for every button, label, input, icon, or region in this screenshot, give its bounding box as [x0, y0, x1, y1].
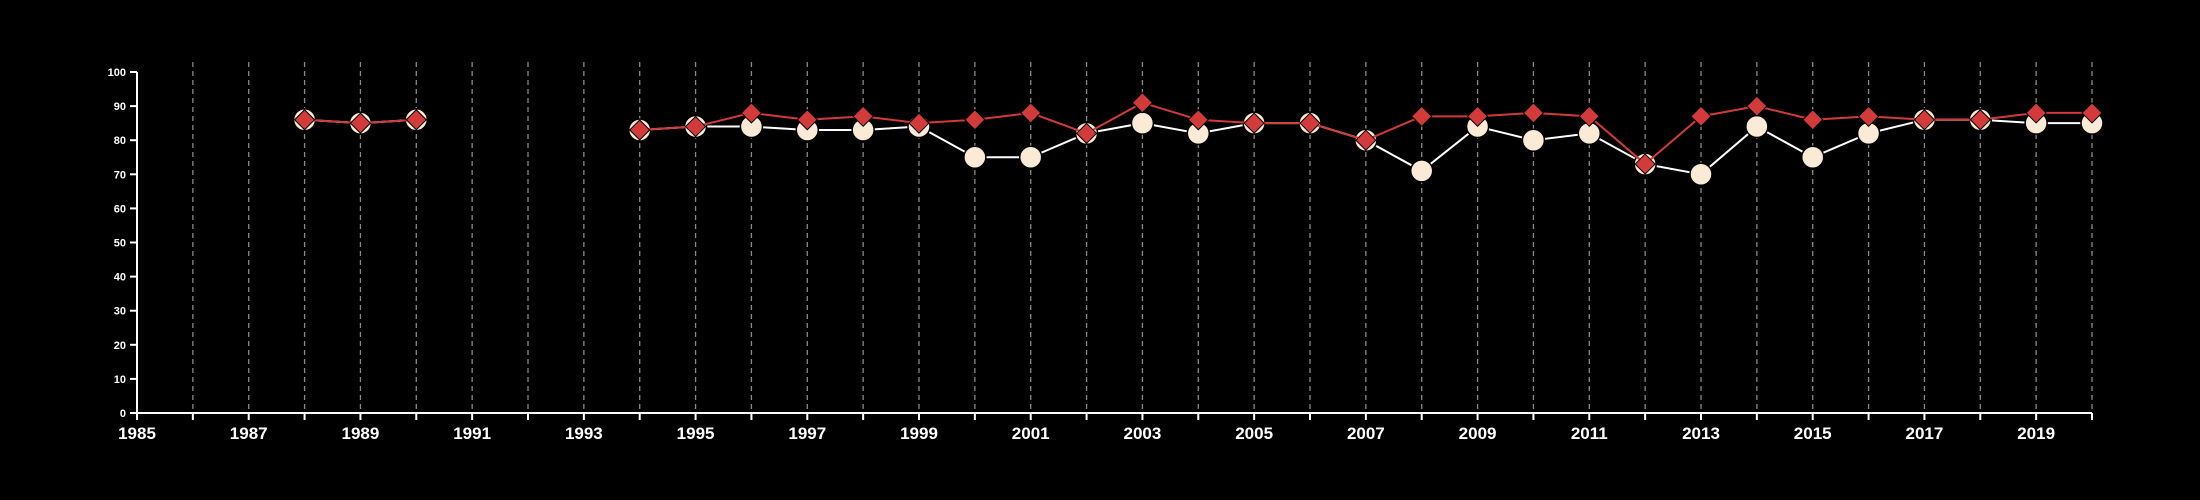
y-tick-label-30: 30	[114, 306, 126, 318]
point-circle-2010	[1521, 128, 1546, 152]
point-circle-2014	[1745, 114, 1769, 139]
point-circle-2003	[1130, 111, 1155, 135]
point-diamond-2011	[1578, 105, 1600, 128]
point-diamond-2001	[1020, 102, 1042, 124]
point-diamond-1989	[349, 112, 372, 134]
x-tick-label-1985: 1985	[118, 424, 156, 443]
x-tick-label-2003: 2003	[1124, 424, 1162, 443]
point-circle-2015	[1800, 145, 1825, 169]
y-tick-label-80: 80	[114, 135, 126, 147]
x-tick-label-1995: 1995	[677, 424, 715, 443]
y-tick-label-40: 40	[114, 272, 126, 284]
y-tick-label-60: 60	[114, 203, 126, 215]
x-tick-label-1993: 1993	[565, 424, 603, 443]
x-tick-label-2017: 2017	[1906, 424, 1944, 443]
series-diamond	[293, 91, 2103, 175]
point-diamond-2019	[2025, 102, 2047, 124]
x-tick-label-1987: 1987	[230, 424, 268, 443]
point-diamond-2006	[1299, 112, 1321, 134]
x-tick-label-2007: 2007	[1347, 424, 1385, 443]
point-diamond-1995	[684, 115, 707, 138]
point-diamond-2002	[1075, 122, 1098, 145]
point-diamond-2005	[1243, 112, 1265, 134]
point-diamond-1988	[293, 109, 316, 131]
point-circle-2001	[1018, 145, 1043, 169]
x-tick-label-2009: 2009	[1459, 424, 1497, 443]
point-diamond-2016	[1857, 105, 1880, 128]
x-tick-label-1991: 1991	[453, 424, 491, 443]
point-circle-2008	[1409, 159, 1434, 183]
point-diamond-2003	[1131, 91, 1154, 114]
y-tick-label-20: 20	[114, 340, 126, 352]
point-diamond-1998	[852, 105, 874, 128]
x-tick-label-2015: 2015	[1794, 424, 1832, 443]
x-tick-label-2019: 2019	[2017, 424, 2055, 443]
x-tick-label-1997: 1997	[788, 424, 826, 443]
y-tick-label-50: 50	[114, 238, 126, 250]
point-diamond-1996	[740, 102, 763, 124]
point-diamond-1999	[908, 112, 930, 134]
y-tick-label-90: 90	[114, 101, 126, 113]
point-diamond-2015	[1802, 109, 1824, 131]
point-diamond-1997	[796, 109, 818, 131]
point-diamond-2000	[964, 109, 986, 131]
x-tick-label-2005: 2005	[1235, 424, 1273, 443]
y-tick-label-70: 70	[114, 169, 126, 181]
point-diamond-2010	[1522, 102, 1545, 124]
point-diamond-2017	[1913, 109, 1936, 131]
point-diamond-2020	[2081, 102, 2103, 124]
x-tick-label-2013: 2013	[1682, 424, 1720, 443]
y-tick-label-10: 10	[114, 374, 126, 386]
point-diamond-2012	[1634, 153, 1656, 175]
point-diamond-2008	[1411, 105, 1433, 128]
point-diamond-2013	[1690, 105, 1712, 128]
point-diamond-2014	[1746, 95, 1768, 117]
point-circle-2000	[963, 145, 987, 169]
x-tick-label-1999: 1999	[900, 424, 938, 443]
point-diamond-2007	[1355, 129, 1377, 151]
x-tick-label-2001: 2001	[1012, 424, 1050, 443]
x-tick-label-1989: 1989	[342, 424, 380, 443]
point-circle-2013	[1689, 162, 1713, 187]
y-tick-label-100: 100	[108, 67, 126, 79]
y-tick-label-0: 0	[120, 408, 126, 420]
point-diamond-1990	[405, 109, 427, 131]
x-tick-label-2011: 2011	[1571, 424, 1608, 443]
point-diamond-2004	[1187, 109, 1209, 131]
point-diamond-1994	[629, 119, 651, 141]
series	[292, 91, 2104, 187]
point-diamond-2018	[1969, 109, 1991, 131]
point-diamond-2009	[1466, 105, 1489, 128]
axes: 0 10 20 30 40 50 60 70 80 90 100 1985 1987 1989 1991 19…	[108, 67, 2093, 443]
